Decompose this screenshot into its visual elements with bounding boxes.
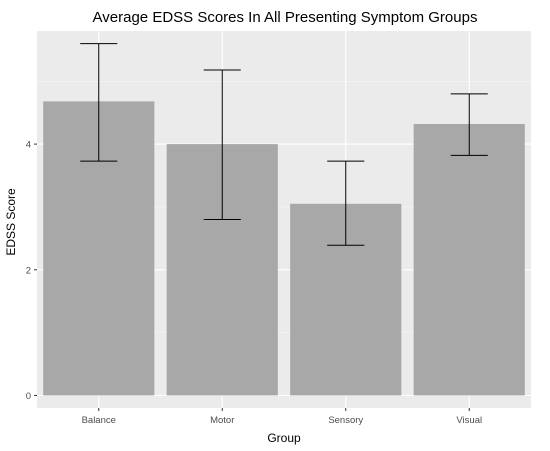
x-tick-label: Visual [456,415,482,426]
x-axis-title: Group [267,431,301,445]
x-tick-label: Sensory [328,415,363,426]
bar-layer [43,101,525,396]
y-axis-title: EDSS Score [4,188,18,256]
x-tick-label: Motor [210,415,234,426]
chart-title: Average EDSS Scores In All Presenting Sy… [93,9,478,26]
y-tick-label: 0 [26,391,31,402]
axis-layer: 0 2 4 Balance Motor Sensory Visual [26,140,482,426]
bar-visual [413,123,525,396]
errorbar-layer [80,43,488,246]
y-tick-label: 2 [26,265,31,276]
y-tick-label: 4 [26,140,31,151]
x-tick-label: Balance [82,415,116,426]
